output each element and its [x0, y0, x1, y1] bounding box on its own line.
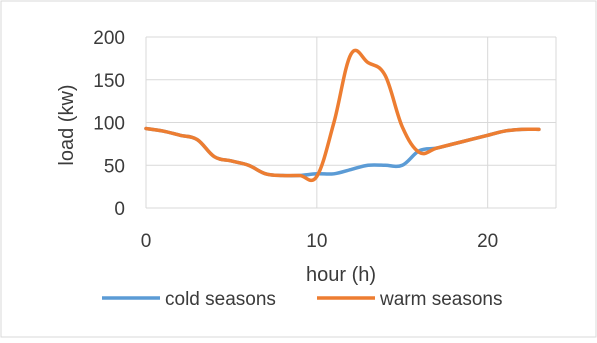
x-tick-label-10: 10 [306, 231, 327, 252]
y-tick-label-150: 150 [93, 71, 125, 92]
x-tick-label-0: 0 [141, 231, 152, 252]
x-tick-label-20: 20 [477, 231, 498, 252]
y-tick-label-200: 200 [93, 28, 125, 49]
y-tick-label-100: 100 [93, 114, 125, 135]
axes: 0 50 100 150 200 0 10 20 [93, 28, 498, 252]
y-axis-title: load (kw) [56, 84, 78, 165]
gridlines [145, 36, 557, 209]
x-axis-title: hour (h) [306, 264, 376, 286]
series-lines [144, 48, 541, 183]
legend-label-cold-seasons: cold seasons [165, 289, 276, 310]
legend-label-warm-seasons: warm seasons [379, 289, 503, 310]
y-tick-label-50: 50 [104, 156, 125, 177]
legend: cold seasons warm seasons [102, 289, 503, 310]
series-line-warm-seasons [144, 48, 541, 183]
y-tick-label-0: 0 [114, 199, 125, 220]
